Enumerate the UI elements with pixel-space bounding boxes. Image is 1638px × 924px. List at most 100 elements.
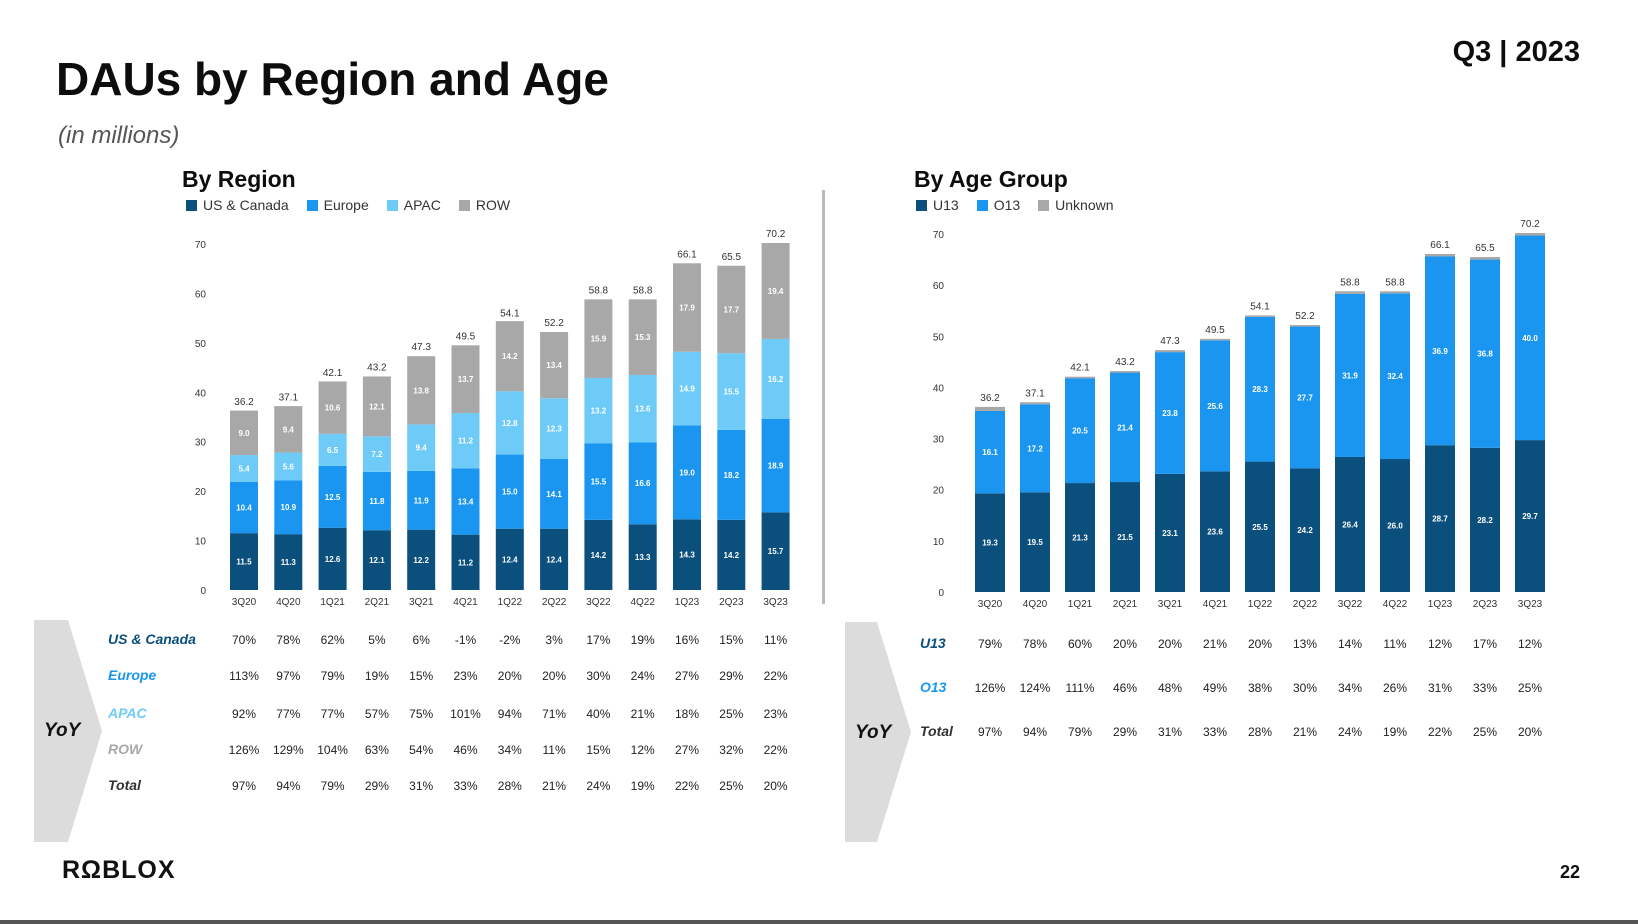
bar-segment-europe bbox=[761, 418, 790, 513]
yoy-cell: 25% bbox=[719, 707, 744, 721]
bar-segment-unknown bbox=[1425, 253, 1455, 257]
yoy-cell: 57% bbox=[364, 707, 389, 721]
total-label: 42.1 bbox=[323, 368, 343, 379]
x-tick-label: 4Q21 bbox=[1203, 599, 1228, 610]
data-label: 17.9 bbox=[679, 304, 695, 313]
legend-label: APAC bbox=[403, 197, 441, 213]
y-tick-label: 40 bbox=[195, 388, 207, 399]
bar-segment-unknown bbox=[1155, 350, 1185, 353]
bar-segment-unknown bbox=[1020, 402, 1050, 405]
yoy-cell: 15% bbox=[586, 743, 611, 757]
bar-segment-us-and-canada bbox=[274, 534, 303, 590]
yoy-cell: 11% bbox=[542, 743, 566, 757]
yoy-cell: 101% bbox=[450, 707, 481, 721]
bar-segment-apac bbox=[362, 436, 391, 472]
data-label: 11.9 bbox=[414, 496, 430, 505]
bar-segment-u13 bbox=[1290, 468, 1320, 592]
legend-label: Unknown bbox=[1055, 197, 1114, 213]
data-label: 19.4 bbox=[768, 287, 784, 296]
y-tick-label: 10 bbox=[195, 537, 207, 548]
yoy-cell: 28% bbox=[1247, 725, 1273, 739]
bar-segment-unknown bbox=[1290, 325, 1320, 327]
bar-segment-row bbox=[274, 406, 303, 453]
bar-segment-us-and-canada bbox=[717, 519, 746, 590]
yoy-cell: 79% bbox=[320, 669, 345, 683]
yoy-cell: 60% bbox=[1067, 637, 1093, 651]
age-yoy-label: YoY bbox=[855, 722, 892, 743]
page-subtitle: (in millions) bbox=[58, 122, 180, 149]
data-label: 12.2 bbox=[413, 556, 429, 565]
x-tick-label: 1Q22 bbox=[1248, 599, 1273, 610]
bar-segment-unknown bbox=[1110, 371, 1140, 373]
bar-segment-row bbox=[495, 321, 524, 392]
yoy-cell: 15% bbox=[719, 633, 744, 647]
x-tick-label: 1Q23 bbox=[1428, 599, 1453, 610]
bar-segment-us-and-canada bbox=[495, 528, 524, 590]
age-yoy-arrow bbox=[845, 622, 911, 842]
bar-segment-o13 bbox=[1290, 326, 1320, 469]
yoy-cell: 29% bbox=[1112, 725, 1138, 739]
yoy-cell: 78% bbox=[1022, 637, 1048, 651]
yoy-cell: 24% bbox=[630, 669, 655, 683]
x-tick-label: 3Q21 bbox=[409, 597, 434, 608]
yoy-cell: 22% bbox=[1427, 725, 1453, 739]
data-label: 16.2 bbox=[768, 375, 784, 384]
yoy-cell: 23% bbox=[763, 707, 788, 721]
x-tick-label: 1Q21 bbox=[1068, 599, 1093, 610]
data-label: 14.2 bbox=[591, 551, 607, 560]
total-label: 66.1 bbox=[677, 249, 697, 260]
legend-swatch bbox=[916, 199, 927, 211]
yoy-row-label-row: ROW bbox=[108, 741, 143, 757]
yoy-cell: 33% bbox=[1472, 681, 1498, 695]
data-label: 6.5 bbox=[327, 446, 339, 455]
yoy-cell: 111% bbox=[1065, 681, 1095, 695]
bar-segment-row bbox=[318, 381, 347, 434]
data-label: 13.2 bbox=[591, 407, 607, 416]
bar-segment-europe bbox=[717, 429, 746, 520]
bar-segment-us-and-canada bbox=[318, 527, 347, 590]
yoy-cell: 77% bbox=[320, 707, 345, 721]
bar-segment-u13 bbox=[1425, 445, 1455, 592]
x-tick-label: 3Q21 bbox=[1158, 599, 1183, 610]
total-label: 70.2 bbox=[766, 229, 786, 240]
total-label: 36.2 bbox=[234, 397, 254, 408]
y-tick-label: 60 bbox=[933, 281, 945, 292]
yoy-cell: 17% bbox=[586, 633, 611, 647]
bar-segment-o13 bbox=[1470, 259, 1500, 448]
yoy-cell: 79% bbox=[1067, 725, 1093, 739]
region-chart-title: By Region bbox=[182, 166, 296, 192]
data-label: 13.8 bbox=[413, 386, 429, 395]
yoy-cell: 14% bbox=[1337, 637, 1363, 651]
bottom-border bbox=[0, 920, 1638, 924]
bar-segment-apac bbox=[761, 338, 790, 419]
age-chart-title: By Age Group bbox=[914, 166, 1068, 192]
bar-segment-u13 bbox=[1515, 440, 1545, 592]
bar-segment-o13 bbox=[1200, 340, 1230, 472]
yoy-cell: 23% bbox=[453, 669, 478, 683]
yoy-cell: 15% bbox=[409, 669, 434, 683]
bar-segment-unknown bbox=[1200, 338, 1230, 341]
yoy-cell: 79% bbox=[320, 779, 345, 793]
bar-segment-row bbox=[584, 299, 613, 378]
total-label: 65.5 bbox=[722, 252, 742, 263]
yoy-cell: 124% bbox=[1019, 681, 1051, 695]
yoy-cell: 75% bbox=[409, 707, 434, 721]
bar-segment-row bbox=[761, 243, 790, 339]
data-label: 12.4 bbox=[546, 555, 562, 564]
bar-segment-us-and-canada bbox=[451, 534, 480, 590]
yoy-cell: 21% bbox=[1292, 725, 1318, 739]
bar-segment-apac bbox=[407, 424, 436, 471]
yoy-cell: 129% bbox=[272, 743, 304, 757]
bar-segment-unknown bbox=[1335, 291, 1365, 294]
data-label: 15.5 bbox=[591, 478, 607, 487]
yoy-cell: 97% bbox=[231, 779, 257, 793]
data-label: 5.6 bbox=[283, 462, 295, 471]
bar-segment-o13 bbox=[1155, 352, 1185, 474]
y-tick-label: 30 bbox=[933, 435, 945, 446]
yoy-cell: 34% bbox=[497, 743, 522, 757]
x-tick-label: 1Q22 bbox=[498, 597, 523, 608]
region-legend: US & Canada Europe APAC ROW bbox=[186, 197, 510, 213]
total-label: 52.2 bbox=[544, 318, 564, 329]
legend-label: U13 bbox=[933, 197, 959, 213]
data-label: 23.1 bbox=[1162, 529, 1178, 538]
